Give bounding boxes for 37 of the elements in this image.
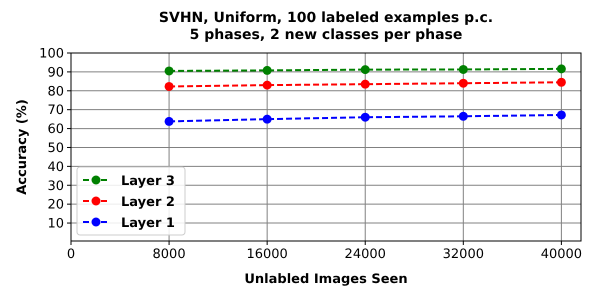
point (360, 80, 370, 89)
y-tick-label: 40 (47, 160, 64, 175)
point (360, 65, 370, 74)
point (458, 78, 468, 88)
x-axis-title: Unlabled Images Seen (244, 272, 408, 287)
y-tick-label: 30 (47, 178, 64, 194)
point (164, 66, 174, 76)
point (556, 64, 566, 74)
point (458, 64, 468, 74)
x-tick-label: 32000 (442, 247, 484, 262)
x-tick-label: 40000 (540, 247, 582, 262)
y-tick-label: 80 (47, 84, 64, 100)
x-tick-label: 0 (66, 247, 76, 262)
point (164, 82, 174, 91)
y-tick-label: 70 (47, 103, 64, 118)
point (556, 78, 566, 87)
y-axis-title: Accuracy (%) (15, 99, 30, 195)
y-tick-label: 100 (39, 46, 64, 62)
point (262, 66, 272, 75)
point (556, 110, 566, 120)
point (262, 114, 272, 124)
chart-title: SVHN, Uniform, 100 labeled examples p.c. 5 phases, 2 new classes per phase (158, 10, 494, 43)
y-tick-label: 50 (47, 140, 64, 156)
x-tick-label: 24000 (344, 247, 386, 262)
legend-label: Layer 2 (121, 195, 175, 210)
point (164, 116, 174, 126)
point (360, 112, 370, 122)
y-tick-label: 90 (47, 65, 64, 80)
y-tick-label: 60 (47, 122, 64, 138)
point (458, 112, 468, 121)
x-tick-label: 8000 (152, 247, 186, 262)
legend-label: Layer 3 (121, 174, 175, 189)
x-tick-label: 16000 (246, 247, 288, 262)
y-tick-label: 10 (47, 216, 64, 232)
y-tick-label: 20 (47, 198, 64, 213)
point (262, 80, 272, 90)
legend-label: Layer 1 (121, 216, 175, 231)
